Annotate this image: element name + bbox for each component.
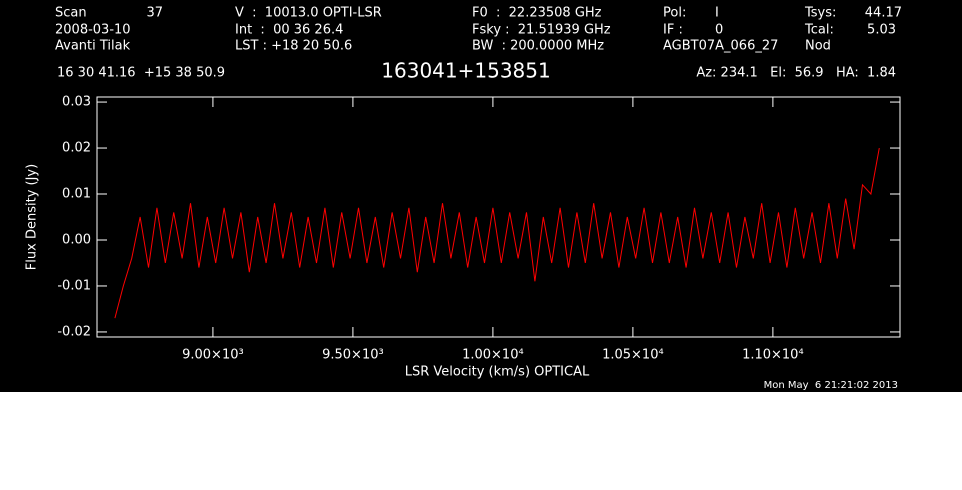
- plot-background: [0, 0, 962, 392]
- date: 2008-03-10: [55, 23, 131, 38]
- scan: 37: [146, 6, 163, 21]
- tcal: 5.03: [867, 23, 896, 38]
- y-tick-label: 0.01: [62, 187, 91, 202]
- observer: Avanti Tilak: [55, 39, 131, 54]
- y-tick-label: 0.03: [62, 95, 91, 110]
- fsky: Fsky : 21.51939 GHz: [472, 23, 611, 38]
- if: 0: [715, 23, 723, 38]
- tcal-label: Tcal:: [804, 23, 834, 38]
- y-tick-label: -0.01: [57, 278, 91, 293]
- pol-label: Pol:: [663, 6, 686, 21]
- tsys-label: Tsys:: [804, 6, 836, 21]
- coords: 16 30 41.16 +15 38 50.9: [57, 66, 225, 81]
- x-tick-label: 1.05×10⁴: [602, 348, 664, 363]
- if-label: IF :: [663, 23, 683, 38]
- bw: BW : 200.0000 MHz: [472, 39, 604, 54]
- azel: Az: 234.1 El: 56.9 HA: 1.84: [696, 66, 896, 81]
- y-tick-label: -0.02: [57, 324, 91, 339]
- x-tick-label: 9.50×10³: [322, 348, 384, 363]
- x-tick-label: 1.10×10⁴: [742, 348, 804, 363]
- int: Int : 00 36 26.4: [235, 23, 343, 38]
- x-tick-label: 1.00×10⁴: [462, 348, 524, 363]
- chart-title: 163041+153851: [381, 59, 550, 83]
- y-tick-label: 0.00: [62, 232, 91, 247]
- tsys: 44.17: [865, 6, 902, 21]
- x-tick-label: 9.00×10³: [182, 348, 244, 363]
- f0: F0 : 22.23508 GHz: [472, 6, 602, 21]
- plot-frame: [96, 96, 901, 338]
- lst: LST : +18 20 50.6: [235, 39, 352, 54]
- velocity: V : 10013.0 OPTI-LSR: [235, 6, 382, 21]
- scan-label: Scan: [55, 6, 87, 21]
- project: AGBT07A_066_27: [663, 39, 778, 54]
- y-tick-label: 0.02: [62, 141, 91, 156]
- proc: Nod: [805, 39, 831, 54]
- x-axis-title: LSR Velocity (km/s) OPTICAL: [405, 365, 590, 380]
- spectrum-line: [114, 147, 880, 319]
- timestamp: Mon May 6 21:21:02 2013: [764, 380, 898, 391]
- y-axis-title: Flux Density (Jy): [25, 164, 40, 270]
- pol: I: [715, 6, 719, 21]
